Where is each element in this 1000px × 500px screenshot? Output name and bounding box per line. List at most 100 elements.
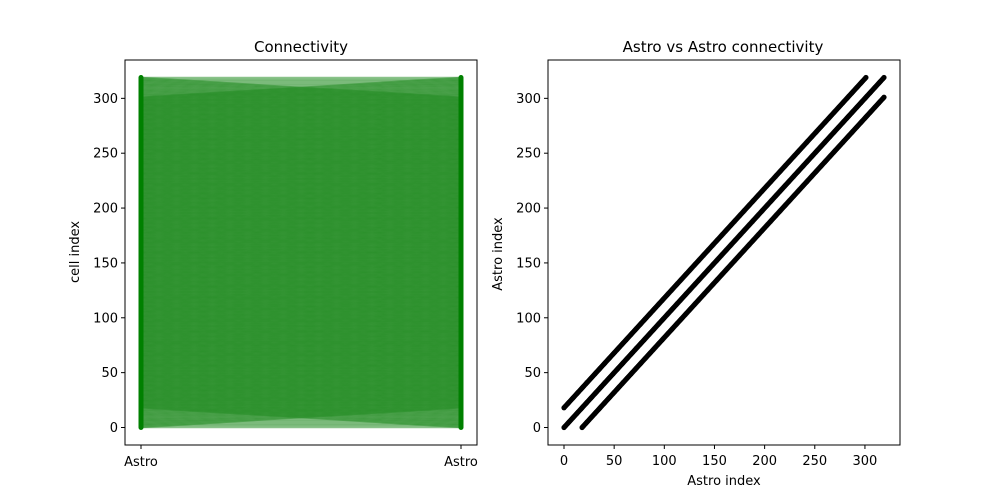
connection-line (140, 104, 462, 126)
connection-line (140, 150, 462, 172)
connection-line (140, 276, 462, 298)
connection-line (140, 252, 462, 274)
connection-line (140, 142, 462, 164)
connection-line (140, 330, 462, 352)
connection-line (140, 379, 462, 401)
connection-line (140, 92, 462, 114)
connectivity-title: Connectivity (254, 38, 348, 56)
connection-line (140, 323, 462, 345)
connection-line (140, 392, 462, 414)
connection-line (140, 131, 462, 153)
connection-line (140, 387, 462, 409)
connection-line (140, 174, 462, 196)
connection-line (140, 372, 462, 395)
connection-line (140, 258, 462, 281)
connection-line (140, 106, 462, 128)
connection-line (140, 146, 462, 169)
connection-line (140, 96, 462, 118)
connection-line (140, 101, 462, 124)
connection-line (140, 228, 462, 250)
connection-line (140, 272, 462, 294)
connection-line (140, 331, 462, 353)
connection-line (140, 288, 462, 310)
connection-line (140, 89, 462, 112)
connection-line (140, 286, 462, 308)
connection-line (140, 281, 462, 304)
connection-line (140, 325, 462, 348)
connection-line (140, 328, 462, 350)
connection-line (140, 377, 462, 399)
connection-line (140, 353, 462, 375)
connection-line (140, 155, 462, 177)
connection-line (140, 145, 462, 168)
connection-line (140, 299, 462, 321)
connection-line (140, 83, 462, 105)
connection-line (140, 241, 462, 263)
connectivity-panel: Connectivity 0 50 100 150 200 250 300 Astro As… (68, 38, 478, 470)
connection-line (140, 144, 462, 167)
connectivity-y-tick-label: 200 (93, 202, 118, 217)
astro-x-tick-label: 250 (802, 454, 827, 469)
connection-line (140, 100, 462, 123)
connection-line (140, 309, 462, 331)
connection-point (881, 94, 887, 100)
connection-line (140, 229, 462, 251)
connection-line (140, 111, 462, 134)
connection-line (140, 371, 462, 394)
connection-line (140, 166, 462, 188)
connection-line (140, 125, 462, 147)
connection-line (140, 238, 462, 260)
connection-line (140, 222, 462, 244)
connection-line (140, 172, 462, 194)
connection-line (140, 259, 462, 282)
connection-line (140, 403, 462, 425)
connection-line (140, 349, 462, 372)
connection-line (140, 210, 462, 232)
connection-line (140, 223, 462, 246)
connection-line (140, 127, 462, 149)
connection-line (140, 233, 462, 255)
connection-line (140, 308, 462, 330)
connection-line (140, 164, 462, 186)
connection-line (140, 275, 462, 297)
connection-line (140, 314, 462, 337)
connection-line (140, 152, 462, 174)
connection-line (140, 251, 462, 273)
connection-line (140, 301, 462, 323)
connection-line (140, 302, 462, 325)
connection-line (140, 108, 462, 130)
connection-line (140, 341, 462, 363)
connection-line (140, 382, 462, 405)
connection-line (140, 255, 462, 277)
connection-line (140, 315, 462, 338)
connection-line (140, 208, 462, 230)
connection-line (140, 312, 462, 334)
connection-line (140, 201, 462, 224)
connection-line (140, 398, 462, 420)
connection-line (140, 213, 462, 236)
connection-line (140, 107, 462, 129)
astro-y-tick-label: 200 (516, 202, 541, 217)
connection-line (140, 380, 462, 402)
connection-line (140, 364, 462, 386)
connection-line (140, 151, 462, 173)
connection-line (140, 244, 462, 266)
astro-x-tick-label: 0 (560, 454, 568, 469)
connection-line (140, 82, 462, 104)
connection-line (140, 290, 462, 312)
connection-line (140, 139, 462, 161)
connection-line (140, 402, 462, 424)
connection-line (140, 95, 462, 117)
astro-vs-astro-plot-area (561, 74, 887, 431)
connection-line (140, 214, 462, 237)
connection-line (140, 212, 462, 235)
connection-line (140, 149, 462, 171)
connection-line (140, 136, 462, 158)
astro-vs-astro-axes-frame (547, 59, 901, 446)
connection-line (140, 335, 462, 357)
connectivity-plot-area (138, 75, 464, 430)
connection-line (140, 326, 462, 349)
connection-line (140, 175, 462, 197)
connection-line (140, 173, 462, 195)
connection-line (140, 386, 462, 408)
